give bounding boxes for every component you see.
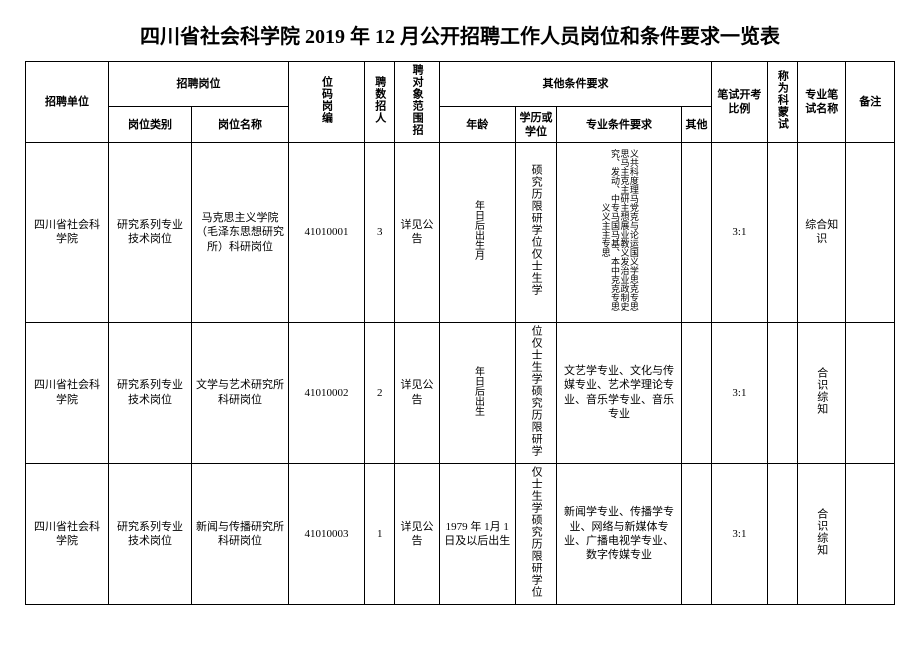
- cell-exam: 综合知识: [798, 143, 846, 322]
- cell-unit: 四川省社会科学院: [26, 143, 109, 322]
- cell-remark: [846, 322, 895, 463]
- cell-subject: [767, 463, 797, 604]
- cell-exam: 合识综知: [798, 463, 846, 604]
- recruitment-table: 招聘单位 招聘岗位 位码岗编 聘数招人 聘对象范围招 其他条件要求 笔试开考比例…: [25, 61, 895, 605]
- cell-posname: 马克思主义学院（毛泽东思想研究所）科研岗位: [192, 143, 289, 322]
- cell-code: 41010002: [288, 322, 364, 463]
- cell-posname: 文学与艺术研究所科研岗位: [192, 322, 289, 463]
- hdr-remark: 备注: [846, 62, 895, 143]
- table-row: 四川省社会科学院 研究系列专业技术岗位 马克思主义学院（毛泽东思想研究所）科研岗…: [26, 143, 895, 322]
- cell-unit: 四川省社会科学院: [26, 463, 109, 604]
- hdr-position-group: 招聘岗位: [109, 62, 289, 107]
- cell-ratio: 3:1: [712, 463, 767, 604]
- cell-edu: 位仅士生学硕究历限研学: [515, 322, 557, 463]
- cell-major: 新闻学专业、传播学专业、网络与新媒体专业、广播电视学专业、数字传媒专业: [557, 463, 682, 604]
- cell-other: [681, 143, 711, 322]
- cell-edu: 硕究历限研学位仅士生学: [515, 143, 557, 322]
- hdr-major: 专业条件要求: [557, 107, 682, 143]
- cell-remark: [846, 463, 895, 604]
- page-title: 四川省社会科学院 2019 年 12 月公开招聘工作人员岗位和条件要求一览表: [25, 20, 895, 49]
- cell-subject: [767, 322, 797, 463]
- table-row: 四川省社会科学院 研究系列专业技术岗位 文学与艺术研究所科研岗位 4101000…: [26, 322, 895, 463]
- cell-code: 41010001: [288, 143, 364, 322]
- cell-age: 年日后出生月: [439, 143, 515, 322]
- cell-cat: 研究系列专业技术岗位: [109, 463, 192, 604]
- cell-range: 详见公告: [395, 322, 439, 463]
- table-row: 四川省社会科学院 研究系列专业技术岗位 新闻与传播研究所科研岗位 4101000…: [26, 463, 895, 604]
- hdr-age: 年龄: [439, 107, 515, 143]
- cell-edu: 仅士生学硕究历限研学位: [515, 463, 557, 604]
- cell-major: 文艺学专业、文化与传媒专业、艺术学理论专业、音乐学专业、音乐专业: [557, 322, 682, 463]
- cell-exam: 合识综知: [798, 322, 846, 463]
- cell-code: 41010003: [288, 463, 364, 604]
- hdr-otherreq-group: 其他条件要求: [439, 62, 712, 107]
- hdr-position-cat: 岗位类别: [109, 107, 192, 143]
- cell-other: [681, 463, 711, 604]
- cell-age: 年日后出生: [439, 322, 515, 463]
- hdr-subject: 称为科蒙试: [767, 62, 797, 143]
- cell-range: 详见公告: [395, 463, 439, 604]
- cell-count: 2: [364, 322, 394, 463]
- hdr-position-name: 岗位名称: [192, 107, 289, 143]
- hdr-code: 位码岗编: [288, 62, 364, 143]
- hdr-ratio: 笔试开考比例: [712, 62, 767, 143]
- cell-range: 详见公告: [395, 143, 439, 322]
- cell-major: 义共科度理马党克与论运国义学思克专思思马主克主研主想展业教义发治业政制史究、发动…: [557, 143, 682, 322]
- cell-count: 1: [364, 463, 394, 604]
- hdr-other: 其他: [681, 107, 711, 143]
- header-row-1: 招聘单位 招聘岗位 位码岗编 聘数招人 聘对象范围招 其他条件要求 笔试开考比例…: [26, 62, 895, 107]
- cell-posname: 新闻与传播研究所科研岗位: [192, 463, 289, 604]
- hdr-examname: 专业笔试名称: [798, 62, 846, 143]
- hdr-count: 聘数招人: [364, 62, 394, 143]
- cell-count: 3: [364, 143, 394, 322]
- hdr-range: 聘对象范围招: [395, 62, 439, 143]
- cell-other: [681, 322, 711, 463]
- cell-unit: 四川省社会科学院: [26, 322, 109, 463]
- cell-cat: 研究系列专业技术岗位: [109, 143, 192, 322]
- cell-subject: [767, 143, 797, 322]
- cell-cat: 研究系列专业技术岗位: [109, 322, 192, 463]
- hdr-unit: 招聘单位: [26, 62, 109, 143]
- cell-remark: [846, 143, 895, 322]
- cell-age: 1979 年 1月 1 日及以后出生: [439, 463, 515, 604]
- cell-ratio: 3:1: [712, 322, 767, 463]
- cell-ratio: 3:1: [712, 143, 767, 322]
- hdr-edu: 学历或学位: [515, 107, 557, 143]
